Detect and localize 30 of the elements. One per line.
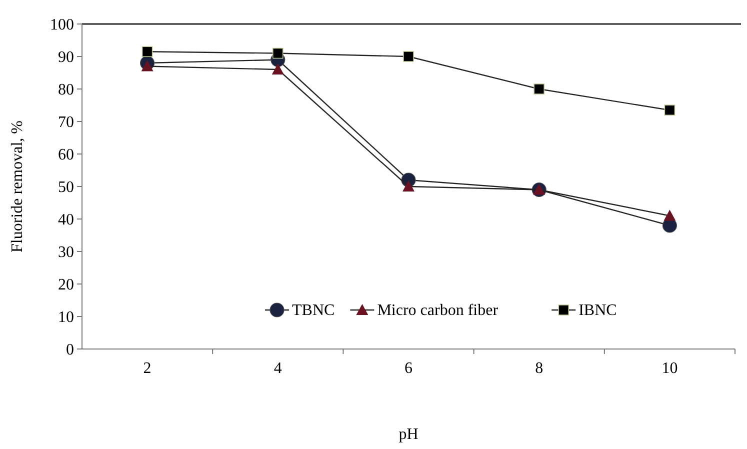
y-tick-label: 0 (66, 342, 74, 359)
x-tick-label: 10 (662, 360, 678, 377)
x-tick-label: 8 (535, 360, 544, 377)
legend-label: TBNC (292, 302, 335, 319)
y-tick-label: 100 (50, 16, 74, 34)
y-tick-label: 70 (58, 114, 74, 132)
point (403, 51, 414, 62)
point (141, 60, 154, 72)
point (664, 210, 676, 221)
y-tick-label: 60 (58, 146, 74, 164)
point (664, 104, 676, 116)
y-tick-label: 80 (58, 82, 74, 99)
y-tick-label: 40 (58, 212, 74, 229)
legend-label: IBNC (578, 302, 617, 319)
point (402, 180, 414, 192)
point (142, 46, 153, 58)
y-tick-label: 10 (58, 309, 74, 326)
point (272, 48, 284, 59)
y-axis-title: Fluoride removal, % (9, 120, 26, 252)
y-tick-label: 90 (58, 49, 74, 66)
legend-label: Micro carbon fiber (377, 302, 499, 319)
x-axis-title: pH (398, 426, 419, 443)
x-tick-label: 2 (143, 360, 152, 377)
y-tick-label: 30 (58, 244, 74, 262)
x-tick-label: 4 (274, 360, 282, 377)
y-tick-label: 20 (58, 276, 74, 294)
point (272, 64, 284, 74)
y-tick-label: 50 (58, 179, 74, 196)
x-tick-label: 6 (404, 360, 412, 377)
point (534, 84, 544, 94)
